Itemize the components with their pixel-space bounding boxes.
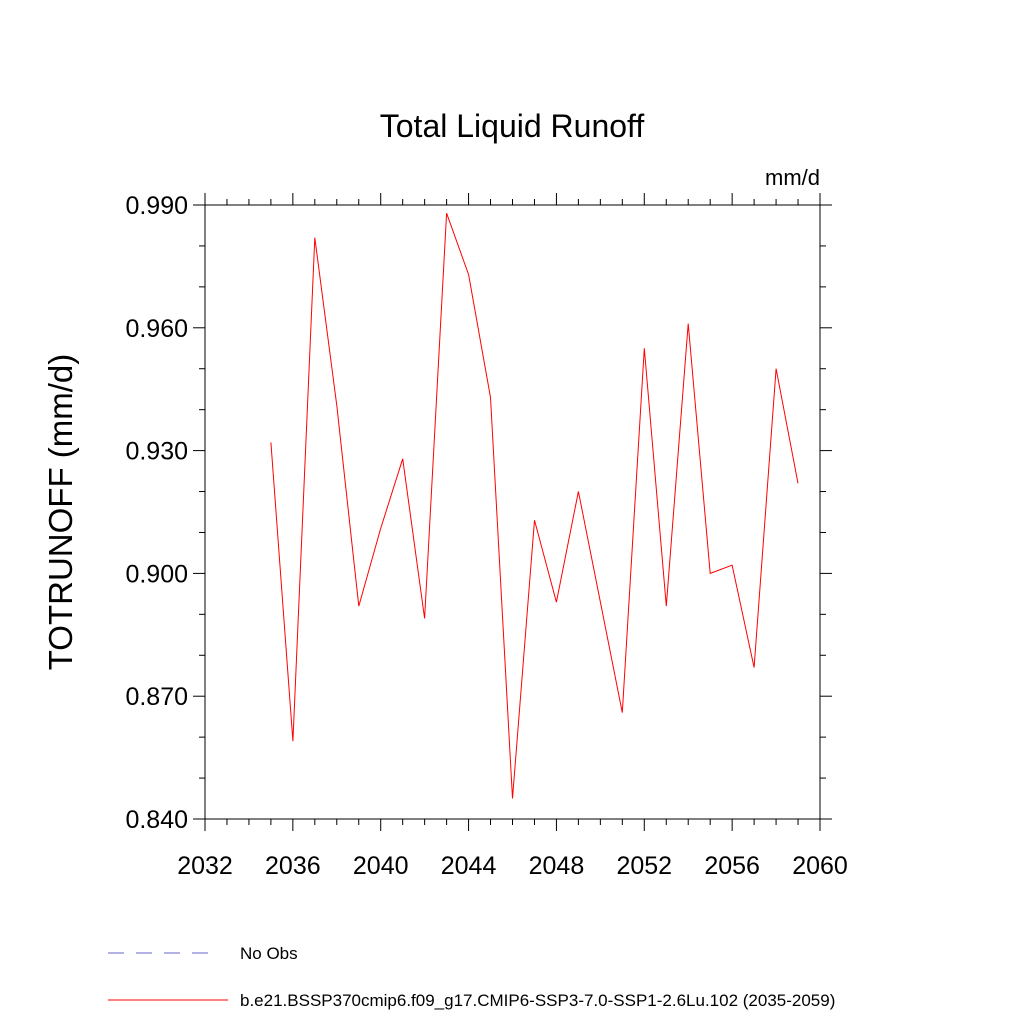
- y-tick-label: 0.990: [125, 192, 188, 220]
- legend: No Obs b.e21.BSSP370cmip6.f09_g17.CMIP6-…: [108, 944, 835, 1010]
- axis-ticks: [193, 193, 832, 831]
- x-tick-label: 2032: [177, 852, 233, 880]
- y-tick-label: 0.960: [125, 315, 188, 343]
- x-tick-label: 2056: [704, 852, 760, 880]
- units-label: mm/d: [765, 165, 820, 190]
- y-axis-title: TOTRUNOFF (mm/d): [42, 354, 79, 671]
- series-line-0: [270, 213, 799, 799]
- x-tick-label: 2060: [792, 852, 848, 880]
- x-tick-label: 2044: [441, 852, 497, 880]
- y-tick-label: 0.870: [125, 683, 188, 711]
- x-tick-label: 2040: [353, 852, 409, 880]
- tick-labels: 2032 2036 2040 2044 2048 2052 2056 2060 0.840 0.8…: [125, 192, 847, 880]
- y-tick-label: 0.930: [125, 438, 188, 466]
- x-tick-label: 2052: [616, 852, 672, 880]
- x-tick-label: 2036: [265, 852, 321, 880]
- legend-label-model-run: b.e21.BSSP370cmip6.f09_g17.CMIP6-SSP3-7.…: [240, 991, 835, 1010]
- plot-frame: [204, 204, 821, 820]
- x-tick-label: 2048: [529, 852, 585, 880]
- y-tick-label: 0.900: [125, 560, 188, 588]
- legend-label-no-obs: No Obs: [240, 944, 298, 963]
- chart-title: Total Liquid Runoff: [380, 108, 645, 144]
- y-tick-label: 0.840: [125, 806, 188, 834]
- series-lines: [270, 213, 799, 799]
